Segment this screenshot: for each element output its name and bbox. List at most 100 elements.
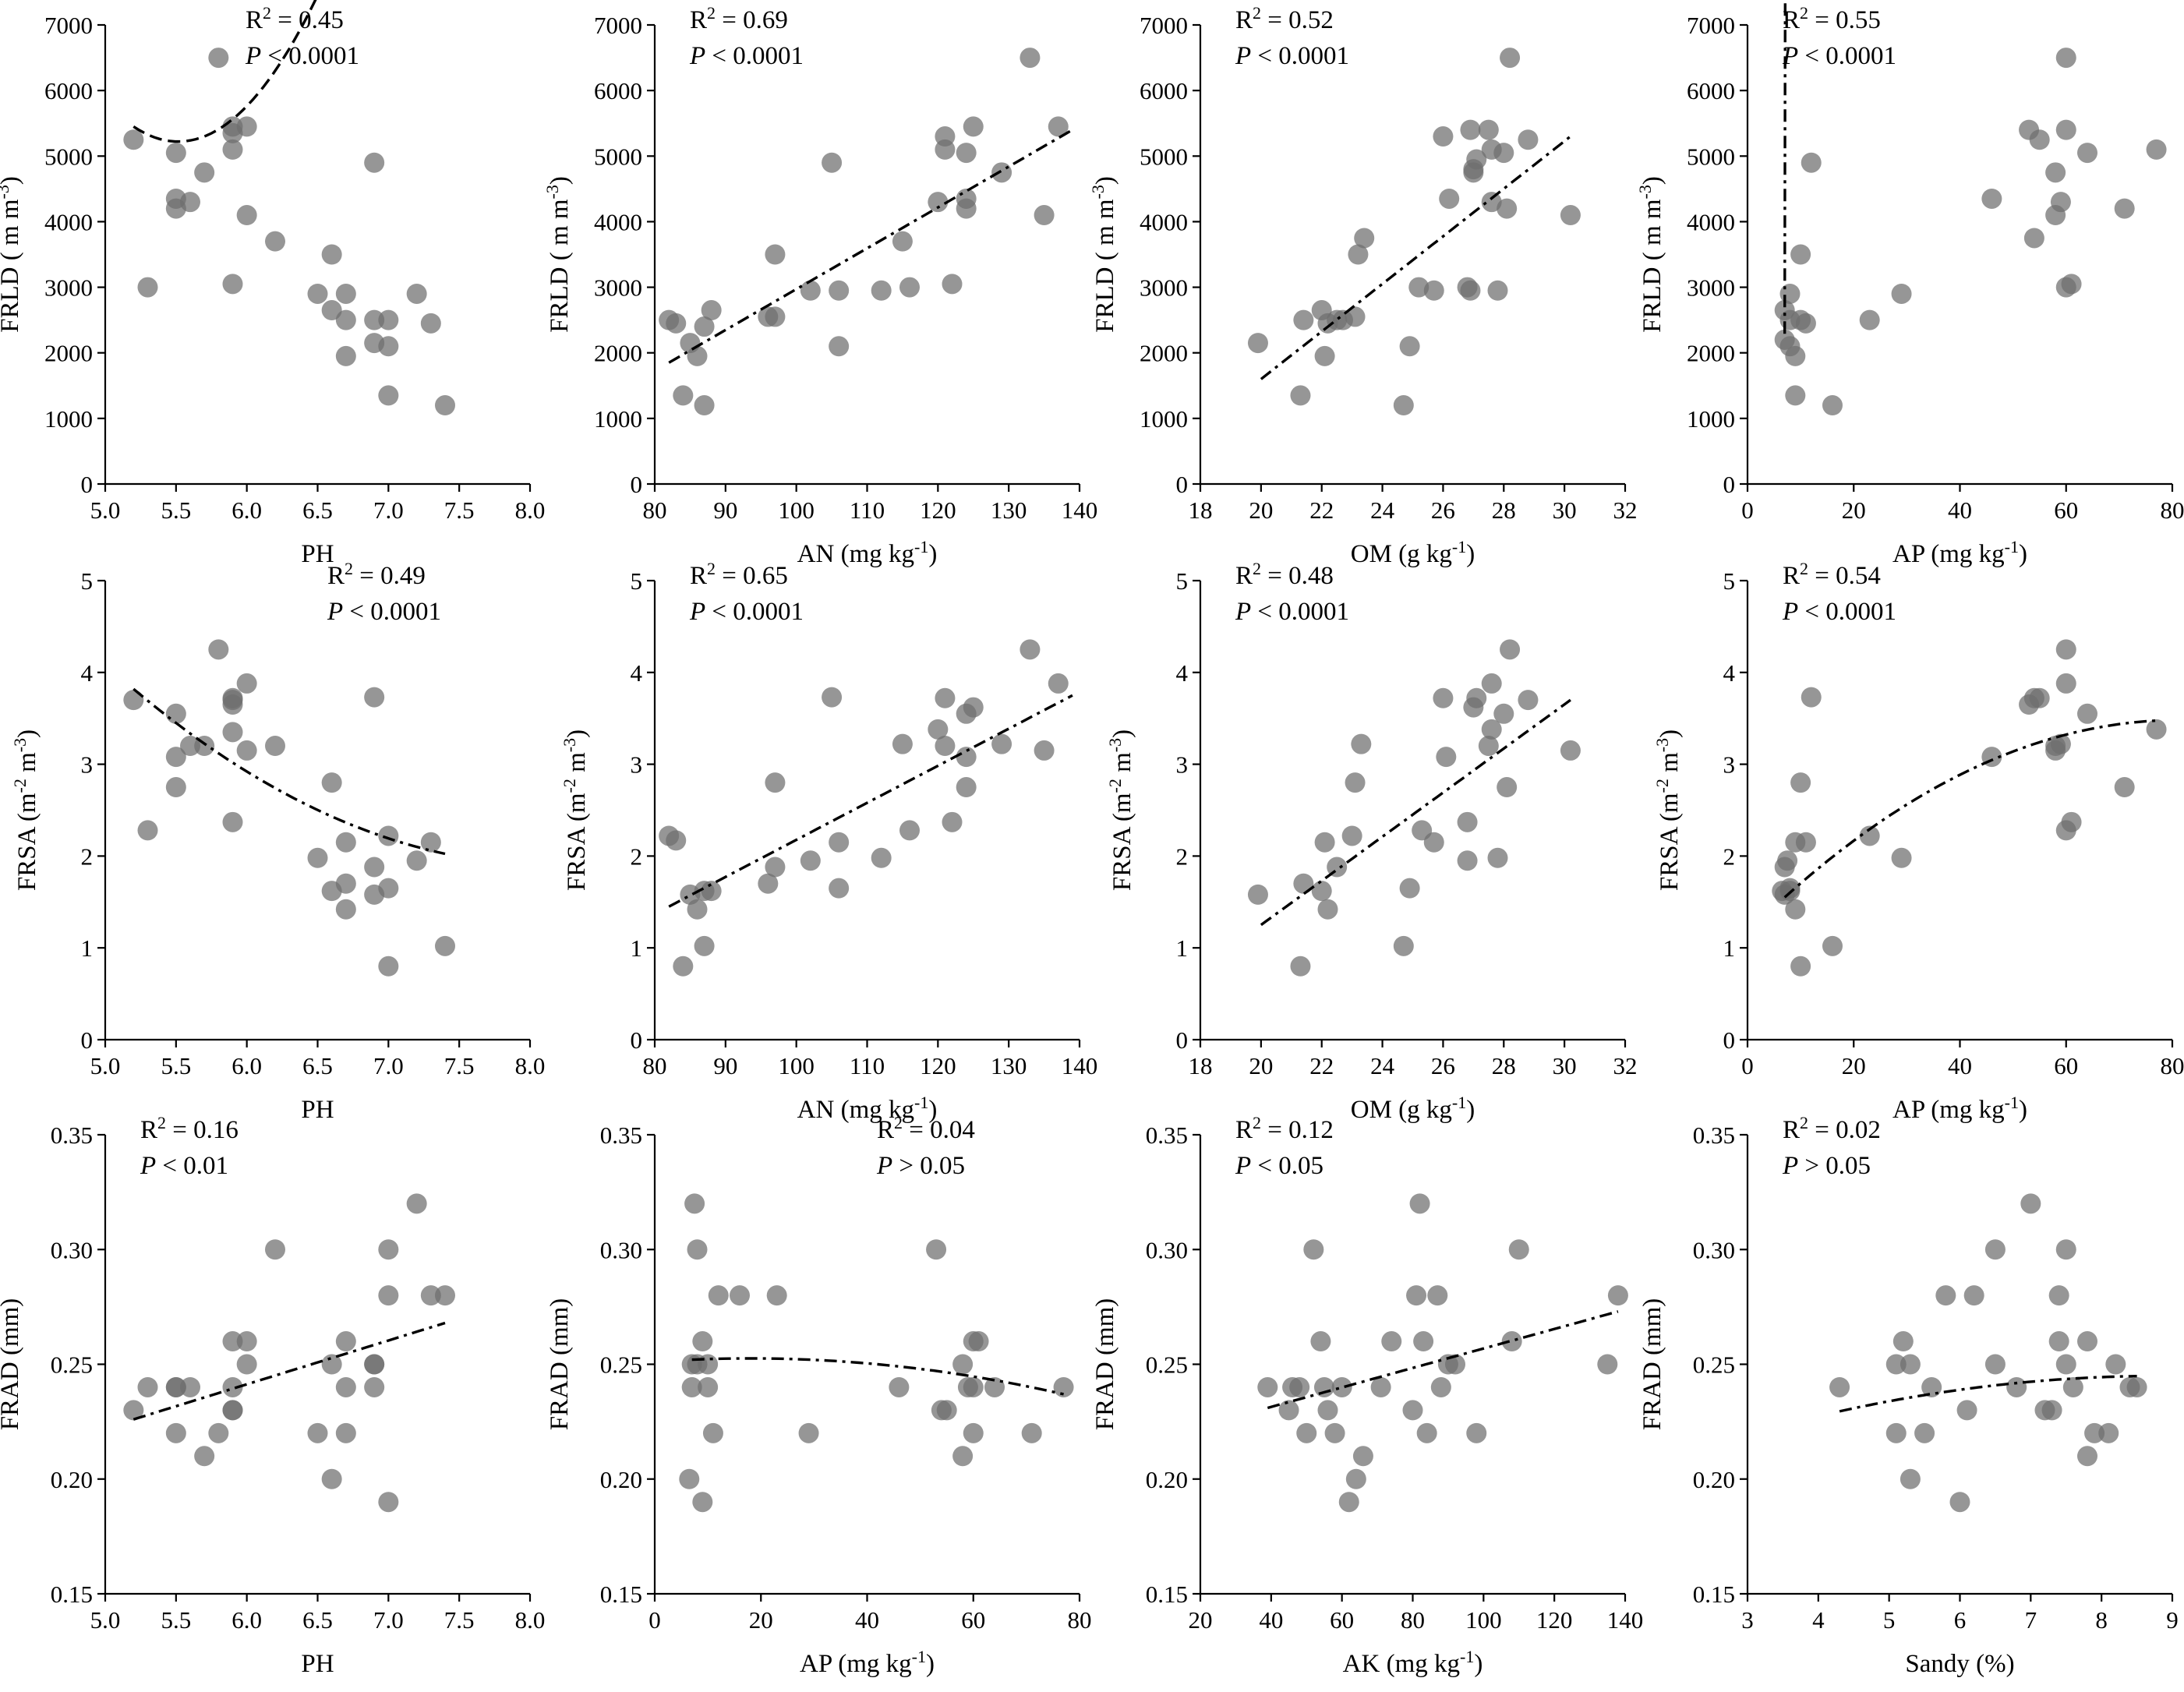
data-point xyxy=(1487,847,1508,868)
data-point xyxy=(1020,639,1041,660)
data-point xyxy=(1493,703,1514,724)
y-tick-label: 0.20 xyxy=(600,1466,642,1493)
data-point xyxy=(378,336,399,357)
p-value-label: P < 0.0001 xyxy=(689,598,804,626)
data-point xyxy=(265,1239,285,1260)
x-tick-label: 130 xyxy=(991,496,1027,524)
data-point xyxy=(1914,1422,1935,1443)
data-point xyxy=(1466,687,1487,708)
fit-line xyxy=(1260,135,1571,380)
data-point xyxy=(963,116,984,137)
x-tick-label: 7.0 xyxy=(373,1052,404,1079)
data-point xyxy=(1313,1376,1334,1397)
data-point xyxy=(1963,1285,1984,1306)
data-point xyxy=(307,1422,328,1443)
data-point xyxy=(406,850,427,871)
data-point xyxy=(2146,719,2167,740)
y-tick-label: 3000 xyxy=(594,274,642,302)
panel-9: 5.0 5.5 6.0 6.5 7.0 7.5 8.0 0.15 0.20 0.25 0.30 0.3… xyxy=(0,1113,545,1679)
data-point xyxy=(1891,847,1912,868)
y-tick-label: 4000 xyxy=(1687,208,1735,235)
data-point xyxy=(1822,935,1843,956)
data-point xyxy=(2055,119,2076,140)
data-point xyxy=(1439,188,1460,209)
r2-label: R2 = 0.54 xyxy=(1783,559,1881,591)
data-point xyxy=(871,280,892,301)
data-point xyxy=(1900,1354,1921,1375)
data-point xyxy=(829,832,850,853)
data-point xyxy=(378,309,399,330)
y-tick-label: 2000 xyxy=(44,340,93,367)
y-axis-label: FRSA (m-2 m-3) xyxy=(560,729,592,891)
y-tick-label: 2 xyxy=(81,842,94,870)
data-point xyxy=(194,1446,215,1467)
data-point xyxy=(2045,162,2066,183)
panel-4: 0 20 40 60 80 0 1000 2000 3000 4000 5000 6000 7000 AP… xyxy=(1635,0,2184,568)
data-point xyxy=(701,300,722,321)
y-tick-label: 0.20 xyxy=(1146,1466,1188,1493)
y-tick-label: 3 xyxy=(1723,751,1736,779)
data-point xyxy=(1311,881,1332,902)
y-tick-label: 5 xyxy=(1723,567,1736,595)
data-point xyxy=(1892,1331,1914,1352)
x-tick-label: 6 xyxy=(1954,1606,1967,1634)
data-point xyxy=(208,1422,229,1443)
data-point xyxy=(1296,1422,1317,1443)
x-tick-label: 20 xyxy=(1842,496,1866,524)
data-point xyxy=(378,956,399,977)
x-tick-label: 40 xyxy=(855,1606,879,1634)
data-point xyxy=(673,956,694,977)
data-point xyxy=(378,878,399,899)
data-point xyxy=(1779,283,1801,304)
data-point xyxy=(1348,244,1369,265)
y-tick-label: 7000 xyxy=(44,12,93,39)
data-point xyxy=(378,385,399,406)
data-point xyxy=(2114,198,2135,219)
data-point xyxy=(1293,309,1314,330)
p-value-label: P > 0.05 xyxy=(876,1152,965,1180)
x-tick-label: 8.0 xyxy=(515,1606,546,1634)
data-point xyxy=(2126,1376,2147,1397)
r2-label: R2 = 0.16 xyxy=(140,1113,239,1145)
data-point xyxy=(321,300,342,321)
data-point xyxy=(321,1468,342,1489)
x-tick-label: 24 xyxy=(1370,496,1395,524)
data-point xyxy=(935,687,956,708)
data-point xyxy=(1352,1446,1373,1467)
y-tick-label: 7000 xyxy=(1140,12,1188,39)
y-axis-label: FRSA (m-2 m-3) xyxy=(10,729,42,891)
x-tick-label: 120 xyxy=(1536,1606,1573,1634)
data-point xyxy=(1430,1376,1451,1397)
x-tick-label: 26 xyxy=(1431,1052,1455,1079)
data-point xyxy=(1314,345,1335,366)
fit-line xyxy=(1267,1310,1619,1410)
x-tick-label: 60 xyxy=(2054,496,2078,524)
data-point xyxy=(1423,280,1444,301)
data-point xyxy=(935,736,956,757)
x-tick-label: 7.0 xyxy=(373,1606,404,1634)
data-point xyxy=(956,777,977,798)
data-point xyxy=(765,772,786,793)
x-tick-label: 80 xyxy=(1401,1606,1425,1634)
data-point xyxy=(236,673,257,694)
x-tick-label: 40 xyxy=(1259,1606,1283,1634)
p-value-label: P < 0.0001 xyxy=(327,598,441,626)
r2-label: R2 = 0.65 xyxy=(690,559,788,591)
x-tick-label: 5.0 xyxy=(90,1052,121,1079)
fit-line xyxy=(668,694,1073,908)
data-point xyxy=(378,1239,399,1260)
p-value-label: P < 0.0001 xyxy=(245,42,359,70)
data-point xyxy=(1433,687,1454,708)
fit-line xyxy=(691,1357,1064,1396)
x-axis-label: PH xyxy=(301,540,334,568)
y-tick-label: 4 xyxy=(1176,659,1189,687)
y-tick-label: 0.35 xyxy=(51,1122,93,1149)
x-tick-label: 20 xyxy=(1249,496,1273,524)
data-point xyxy=(236,1354,257,1375)
r2-label: R2 = 0.02 xyxy=(1783,1113,1881,1145)
p-value-label: P < 0.05 xyxy=(1235,1152,1323,1180)
x-tick-label: 26 xyxy=(1431,496,1455,524)
data-point xyxy=(123,1400,144,1421)
data-point xyxy=(829,280,850,301)
data-point xyxy=(2084,1422,2105,1443)
